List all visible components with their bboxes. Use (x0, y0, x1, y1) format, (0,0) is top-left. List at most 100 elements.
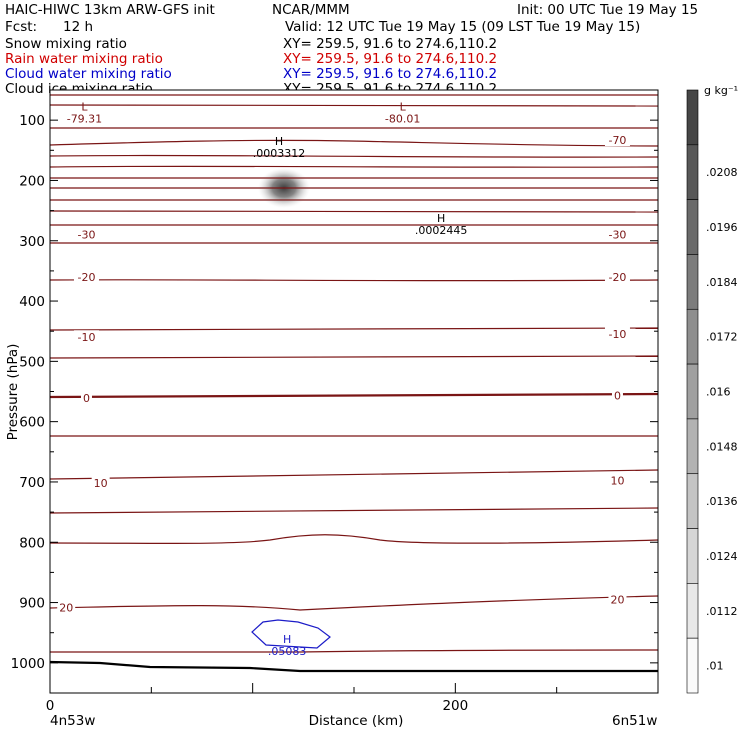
x-tick-label: 0 (46, 698, 55, 714)
contour-label-background (608, 592, 627, 606)
contour-label-background (73, 269, 99, 283)
colorbar-segment (686, 363, 699, 420)
colorbar-label: .0196 (706, 221, 738, 234)
contour-label: 0 (83, 392, 90, 405)
colorbar-segment (686, 583, 699, 639)
colorbar-segment (686, 254, 699, 310)
contour-label: -10 (77, 331, 95, 344)
contour-label: 20 (59, 601, 73, 614)
extremum-letter: H (437, 212, 445, 225)
colorbar-label: .0172 (706, 331, 738, 344)
y-tick-label: 500 (19, 354, 45, 370)
model-title: HAIC-HIWC 13km ARW-GFS init (5, 2, 215, 18)
y-tick-label: 400 (19, 294, 45, 310)
y-tick-label: 700 (19, 475, 45, 491)
init-time: Init: 00 UTC Tue 19 May 15 (517, 2, 698, 18)
colorbar-segment (686, 528, 699, 584)
temperature-contour-line (50, 649, 658, 653)
colorbar-segment (686, 308, 699, 365)
colorbar-segment (686, 144, 699, 200)
extremum-letter: L (81, 101, 88, 114)
extremum-letter: L (400, 101, 407, 114)
colorbar: .0208 .0196 .0184 .0172 .016 .0148 .0136 .0124.… (686, 89, 738, 694)
forecast-label: Fcst: (5, 19, 37, 35)
y-tick-label: 600 (19, 415, 45, 431)
contour-label-background (604, 227, 630, 241)
contour-labels: -70 -30 -30 -20 -20 -10 -10 0 0 10 10 20 20 (57, 133, 630, 614)
temperature-contours (50, 94, 658, 653)
contour-label: 20 (610, 594, 624, 607)
temperature-contour-line (50, 507, 658, 514)
contour-label-background (604, 327, 630, 341)
colorbar-label: .016 (706, 386, 731, 399)
contour-label-background (73, 330, 99, 344)
x-tick-label: 200 (442, 698, 468, 714)
plot-area (50, 90, 658, 693)
x-axis: 0 200 (46, 683, 659, 714)
field-xy-rain: XY= 259.5, 91.6 to 274.6,110.2 (283, 51, 497, 67)
field-xy-snow: XY= 259.5, 91.6 to 274.6,110.2 (283, 36, 497, 52)
organization-label: NCAR/MMM (272, 2, 350, 18)
temperature-contour-line (50, 279, 658, 282)
temperature-contour-line (50, 139, 658, 147)
colorbar-label: .0136 (706, 495, 738, 508)
extremum-letter: H (275, 135, 283, 148)
colorbar-unit: g kg⁻¹ (704, 84, 738, 97)
contour-label: 0 (614, 390, 621, 403)
colorbar-segment (686, 637, 699, 694)
contour-label: -20 (608, 271, 626, 284)
y-tick-label: 200 (19, 173, 45, 189)
temperature-contour-line (50, 534, 658, 544)
temperature-contour-line (50, 104, 658, 107)
colorbar-segment (686, 418, 699, 475)
contour-label: -20 (77, 271, 95, 284)
extremum-value: .0002445 (415, 224, 468, 237)
y-tick-label: 800 (19, 535, 45, 551)
contour-label-background (608, 473, 627, 487)
colorbar-segment (686, 473, 699, 529)
terrain-surface-line (50, 660, 658, 673)
contour-label-background (80, 391, 92, 405)
contour-label-background (73, 227, 99, 241)
y-tick-label: 900 (19, 596, 45, 612)
contour-label: 10 (94, 477, 108, 490)
extremum-value: -79.31 (67, 113, 102, 126)
contour-label: -30 (77, 229, 95, 242)
contour-label-background (604, 269, 630, 283)
forecast-hours: 12 h (63, 19, 93, 35)
y-axis-label: Pressure (hPa) (5, 344, 21, 441)
colorbar-label: .0112 (706, 605, 738, 618)
field-name-cloud-water: Cloud water mixing ratio (5, 66, 172, 82)
temperature-contour-line (50, 469, 658, 480)
field-name-snow: Snow mixing ratio (5, 36, 127, 52)
contour-label: -70 (608, 134, 626, 147)
extremum-value: .0003312 (253, 147, 306, 160)
colorbar-segment (686, 199, 699, 255)
colorbar-label: .0124 (706, 550, 738, 563)
contour-label: 10 (610, 475, 624, 488)
y-tick-label: 100 (19, 113, 45, 129)
colorbar-label: .0184 (706, 276, 738, 289)
x-axis-label: Distance (km) (309, 713, 404, 729)
x-axis-start-point: 4n53w (50, 713, 95, 729)
contour-label: -10 (608, 328, 626, 341)
cloud-water-contour (251, 619, 331, 649)
y-tick-label: 1000 (11, 656, 45, 672)
valid-time: Valid: 12 UTC Tue 19 May 15 (09 LST Tue … (285, 19, 640, 35)
colorbar-label: .0208 (706, 166, 738, 179)
contour-label-background (91, 476, 110, 490)
temperature-contour-line (50, 154, 658, 158)
colorbar-label: .01 (706, 660, 724, 673)
x-axis-end-point: 6n51w (612, 713, 657, 729)
field-xy-cloud-water: XY= 259.5, 91.6 to 274.6,110.2 (283, 66, 497, 82)
temperature-contour-line (50, 210, 658, 213)
contour-label-background (604, 133, 630, 147)
y-tick-label: 300 (19, 234, 45, 250)
freezing-level-contour (50, 392, 658, 399)
extremum-letter: H (283, 633, 291, 646)
extremum-value: -80.01 (385, 113, 420, 126)
field-name-rain: Rain water mixing ratio (5, 51, 163, 67)
colorbar-label: .0148 (706, 440, 738, 453)
